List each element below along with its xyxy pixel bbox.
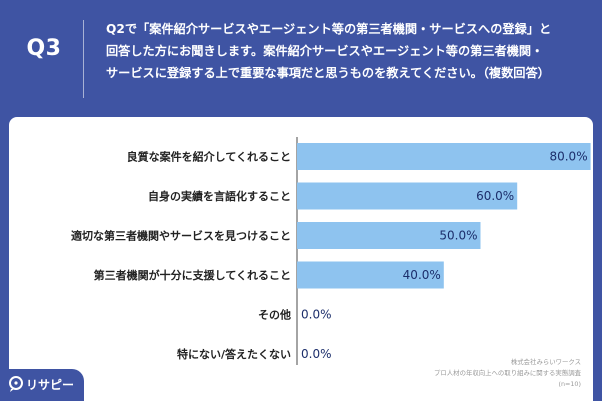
bar	[297, 143, 591, 170]
value-label: 0.0%	[301, 308, 332, 322]
category-label: 適切な第三者機関やサービスを見つけること	[71, 229, 291, 243]
brand-logo: リサピー	[0, 369, 84, 401]
question-header: Q3 Q2で「案件紹介サービスやエージェント等の第三者機関・サービスへの登録」と…	[0, 0, 602, 116]
category-label: 自身の実績を言語化すること	[148, 189, 291, 203]
source-note: 株式会社みらいワークス プロ人材の年収向上への取り組みに関する実態調査 (n=1…	[434, 357, 581, 390]
question-line: 回答した方にお聞きします。案件紹介サービスやエージェント等の第三者機関・	[106, 44, 544, 58]
source-line: (n=10)	[558, 380, 581, 388]
bar-chart: 良質な案件を紹介してくれること 80.0% 自身の実績を言語化すること 60.0% 適切…	[71, 137, 591, 365]
value-label: 50.0%	[439, 229, 477, 243]
question-line: Q2で「案件紹介サービスやエージェント等の第三者機関・サービスへの登録」と	[106, 22, 552, 36]
question-number: Q3	[26, 36, 62, 61]
value-label: 40.0%	[403, 268, 441, 282]
value-label: 0.0%	[301, 347, 332, 361]
bar	[297, 222, 481, 249]
chart-panel: 良質な案件を紹介してくれること 80.0% 自身の実績を言語化すること 60.0% 適切…	[9, 117, 593, 401]
category-label: 良質な案件を紹介してくれること	[127, 150, 291, 164]
question-text: Q2で「案件紹介サービスやエージェント等の第三者機関・サービスへの登録」と 回答…	[106, 18, 594, 84]
source-line: プロ人材の年収向上への取り組みに関する実態調査	[434, 369, 581, 377]
category-label: 第三者機関が十分に支援してくれること	[94, 268, 291, 282]
value-label: 60.0%	[476, 189, 514, 203]
question-line: サービスに登録する上で重要な事項だと思うものを教えてください。（複数回答）	[106, 66, 550, 80]
speech-bubble-icon	[9, 376, 23, 392]
bar	[297, 182, 518, 210]
category-label: 特にない/答えたくない	[177, 347, 291, 361]
bar	[297, 261, 444, 289]
brand-name: リサピー	[26, 378, 75, 392]
header-divider	[83, 20, 84, 98]
source-line: 株式会社みらいワークス	[510, 358, 581, 366]
value-label: 80.0%	[549, 150, 587, 164]
category-label: その他	[258, 308, 291, 322]
